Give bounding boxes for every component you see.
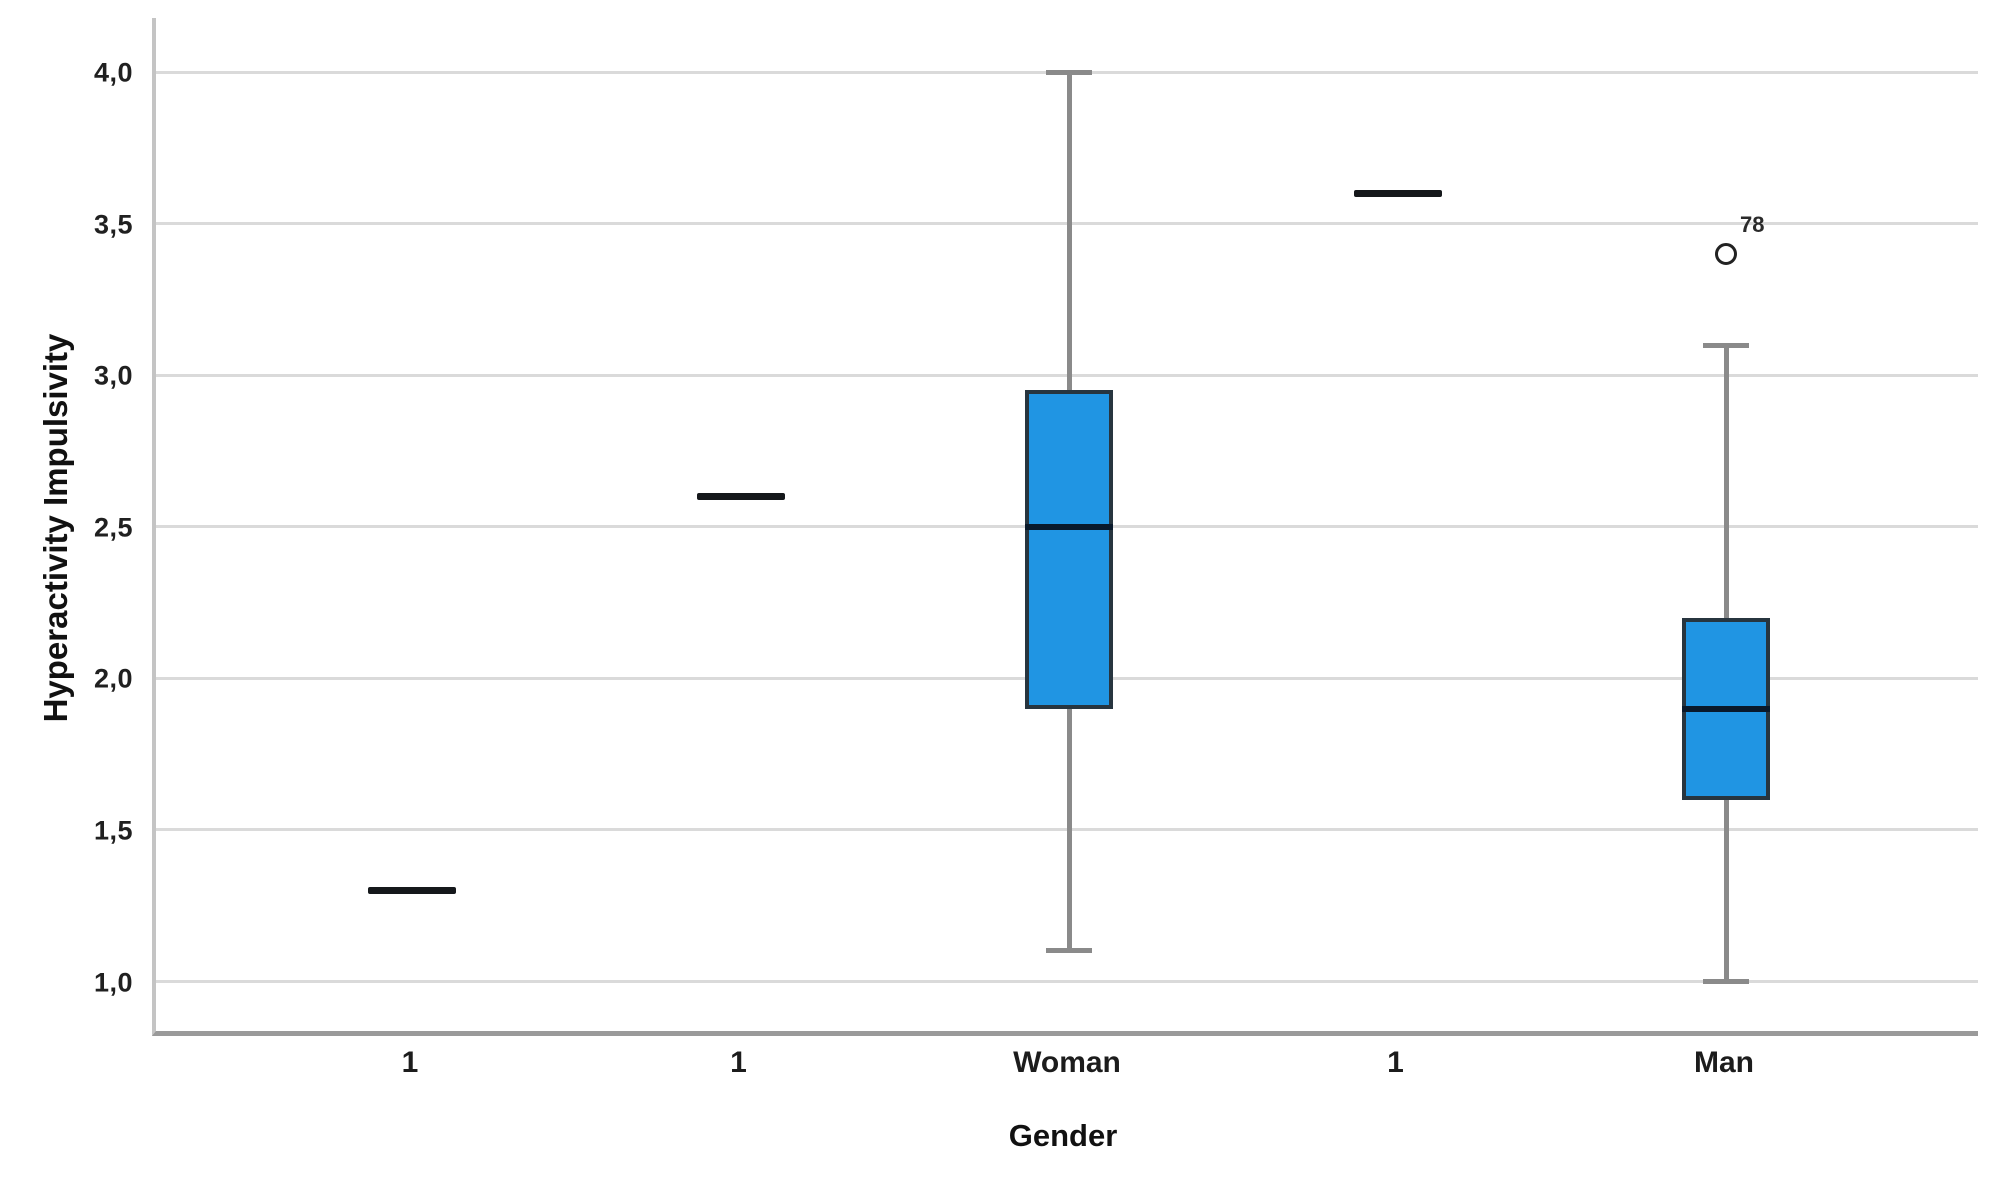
outlier-label: 78 [1740,211,1765,237]
median-line [1682,705,1770,712]
single-value-line [1353,189,1442,197]
y-tick-label: 4,0 [93,57,133,88]
whisker-cap-top [1046,70,1092,75]
median-line [1025,523,1113,530]
y-tick-label: 1,5 [93,815,133,846]
whisker-cap-top [1703,342,1749,348]
y-tick-label: 2,5 [93,512,133,543]
whisker-cap-bottom [1046,948,1092,954]
y-tick-label: 3,5 [93,209,133,240]
x-axis-title: Gender [1008,1118,1118,1153]
box-rect [1025,390,1113,709]
plot-area: 78 [152,18,1978,1036]
x-category-label: 1 [401,1046,419,1079]
x-category-label: 1 [1387,1046,1404,1079]
outlier-point [1715,242,1737,265]
x-category-label: Man [1694,1046,1754,1079]
single-value-line [368,887,456,895]
whisker-cap-bottom [1703,978,1749,984]
x-category-label: Woman [1013,1046,1121,1079]
single-value-line [696,492,785,500]
y-tick-label: 3,0 [93,360,133,391]
x-category-label: 1 [730,1046,747,1079]
gridline [156,980,1978,983]
y-tick-label: 2,0 [93,663,133,694]
y-tick-label: 1,0 [93,967,133,997]
